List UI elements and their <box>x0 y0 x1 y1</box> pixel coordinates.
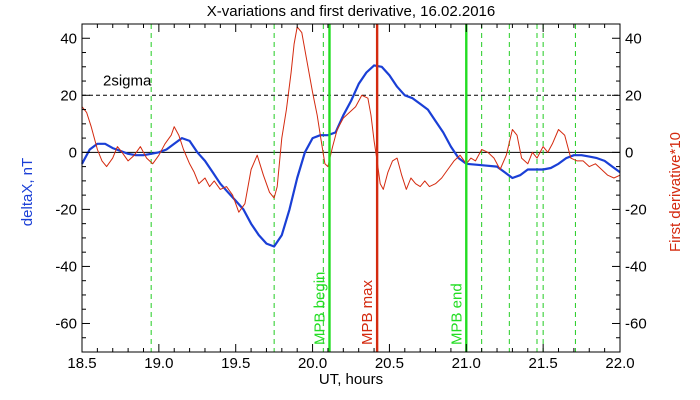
chart-axes: 18.5 19.0 19.5 20.0 20.5 21.0 21.5 22.0 40 40 20 20… <box>55 23 647 372</box>
x-tick-label: 20.5 <box>375 355 404 372</box>
y-tick-label-left: -20 <box>55 201 77 218</box>
marker-label-mpb_begin: MPB begin <box>311 272 328 345</box>
y-tick-label-left: 0 <box>69 144 77 161</box>
y-axis-label-right: First derivative*10 <box>667 132 684 252</box>
x-axis-label: UT, hours <box>319 371 383 388</box>
y-tick-label-left: -60 <box>55 315 77 332</box>
y-tick-label-left: 20 <box>60 87 77 104</box>
x-tick-label: 20.0 <box>298 355 327 372</box>
x-tick-label: 18.5 <box>67 355 96 372</box>
series-line-deltaX <box>81 64 621 248</box>
x-tick-label: 21.0 <box>452 355 481 372</box>
x-tick-label: 19.0 <box>144 355 173 372</box>
plot-frame <box>81 23 621 353</box>
x-tick-label: 21.5 <box>529 355 558 372</box>
y-tick-label-right: 40 <box>625 30 642 47</box>
y-tick-label-left: 40 <box>60 30 77 47</box>
y-tick-label-right: 20 <box>625 87 642 104</box>
y-tick-label-left: -40 <box>55 258 77 275</box>
reference-label-sigma: 2sigma <box>103 72 152 89</box>
y-tick-label-right: -20 <box>625 201 647 218</box>
series-line-derivative <box>81 26 621 213</box>
y-tick-label-right: -60 <box>625 315 647 332</box>
marker-label-mpb_end: MPB end <box>448 283 465 345</box>
chart-marks: 2sigma MPB begin MPB max MPB end <box>81 24 621 352</box>
marker-label-mpb_max: MPB max <box>359 279 376 345</box>
x-tick-label: 19.5 <box>221 355 250 372</box>
chart-title: X-variations and first derivative, 16.02… <box>207 3 496 20</box>
y-axis-label-left: deltaX, nT <box>19 158 36 226</box>
x-tick-label: 22.0 <box>605 355 634 372</box>
y-tick-label-right: -40 <box>625 258 647 275</box>
y-tick-label-right: 0 <box>625 144 633 161</box>
